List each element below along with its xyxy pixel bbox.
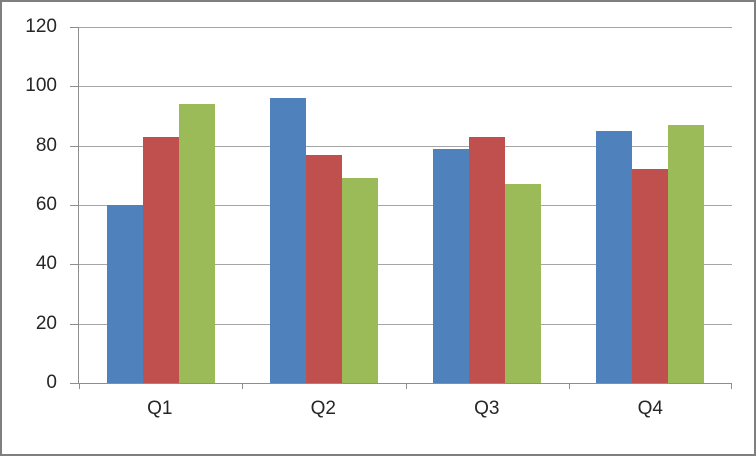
gridline-y20: [79, 323, 732, 325]
category-group-q3: [406, 27, 569, 383]
x-axis-category-label: Q3: [474, 398, 500, 419]
gridline-y80: [79, 145, 732, 147]
category-group-q4: [569, 27, 732, 383]
bar-series2-q1: [142, 136, 179, 383]
x-axis-category-label: Q1: [147, 398, 173, 419]
bar-series3-q3: [505, 184, 542, 383]
category-group-q2: [242, 27, 405, 383]
y-axis-tick-20: [70, 323, 79, 325]
x-axis-tick: [242, 383, 244, 389]
gridline-y40: [79, 264, 732, 266]
y-axis-tick-label: 20: [35, 312, 57, 334]
bar-series3-q2: [341, 178, 378, 383]
y-axis-tick-40: [70, 264, 79, 266]
bar-series3-q1: [178, 104, 215, 383]
y-axis-tick-100: [70, 86, 79, 88]
x-axis-tick: [79, 383, 80, 389]
x-axis-tick: [731, 383, 732, 389]
y-axis-tick-0: [70, 383, 79, 384]
y-axis-tick-label: 0: [46, 372, 57, 393]
y-axis-tick-120: [70, 27, 79, 28]
bars-layer: [79, 27, 732, 383]
bar-series3-q4: [668, 124, 705, 383]
bar-series1-q3: [433, 148, 470, 383]
bar-series2-q3: [469, 136, 506, 383]
y-axis-tick-label: 120: [25, 16, 57, 37]
category-group-q1: [79, 27, 242, 383]
bar-series1-q1: [106, 205, 143, 383]
x-axis-tick: [405, 383, 407, 389]
x-axis-category-label: Q4: [637, 398, 663, 419]
y-axis-labels: 0 20 40 60 80 100 120: [2, 16, 60, 393]
gridline-y120: [79, 27, 732, 28]
x-axis-labels: Q1 Q2 Q3 Q4: [78, 398, 732, 420]
y-axis-tick-label: 80: [35, 134, 57, 156]
x-axis-tick: [568, 383, 570, 389]
plot-area: [70, 27, 732, 389]
y-axis-tick-label: 100: [25, 75, 57, 97]
bar-series2-q2: [305, 154, 342, 383]
y-axis-tick-60: [70, 205, 79, 206]
bar-series1-q2: [269, 98, 306, 383]
gridline-y60: [79, 205, 732, 206]
y-axis-tick-label: 40: [35, 253, 57, 275]
bar-series2-q4: [632, 169, 669, 383]
gridline-y100: [79, 86, 732, 88]
y-axis-tick-80: [70, 145, 79, 147]
x-axis-category-label: Q2: [310, 398, 336, 419]
bar-series1-q4: [596, 130, 633, 383]
y-axis-tick-label: 60: [35, 194, 57, 215]
